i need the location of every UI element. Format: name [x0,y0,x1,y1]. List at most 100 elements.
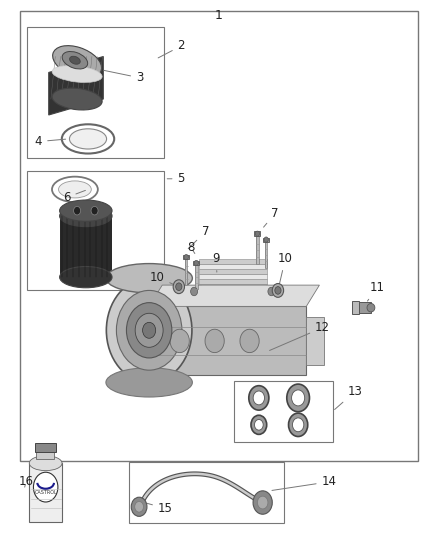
Bar [199,259,267,263]
Ellipse shape [70,56,80,64]
Circle shape [253,491,272,514]
Bar [29,463,62,522]
Circle shape [131,497,147,516]
Circle shape [205,329,224,353]
Circle shape [33,472,58,502]
Bar [130,462,285,523]
Bar [185,259,187,285]
Bar [199,294,267,298]
Bar [359,302,371,313]
Circle shape [287,384,310,411]
Circle shape [135,502,144,512]
Bar [60,216,112,277]
Bar [199,289,267,294]
Ellipse shape [367,303,375,312]
Text: 9: 9 [212,252,220,272]
Circle shape [272,284,284,297]
Text: 2: 2 [158,39,185,58]
Ellipse shape [60,266,112,288]
Bar [265,241,267,268]
Text: 10: 10 [149,271,176,286]
Text: 3: 3 [104,70,143,84]
Bar [266,285,277,298]
Text: 11: 11 [367,281,385,301]
Bar [185,259,187,285]
Text: CASTROL: CASTROL [34,490,57,495]
Bar [256,236,259,264]
Text: 7: 7 [264,207,279,227]
Bar [193,261,199,265]
Circle shape [293,418,304,432]
Circle shape [240,329,259,353]
Ellipse shape [52,176,98,202]
Bar [195,265,198,289]
Text: 5: 5 [167,172,185,185]
Circle shape [176,283,182,290]
Text: 4: 4 [35,135,66,148]
Circle shape [194,261,198,265]
Bar [199,273,267,279]
Circle shape [74,206,81,215]
Text: 1: 1 [215,9,223,22]
Circle shape [249,386,269,410]
Bar [199,269,267,273]
Text: 6: 6 [63,190,85,204]
Circle shape [289,413,308,437]
Text: 15: 15 [143,502,173,515]
Polygon shape [149,285,319,306]
Bar [199,279,267,284]
Ellipse shape [60,200,112,221]
Ellipse shape [52,88,102,110]
Bar [35,443,56,451]
Ellipse shape [59,181,91,198]
Bar [195,265,198,289]
Text: 7: 7 [188,225,209,248]
Circle shape [170,329,189,353]
Bar [36,449,54,459]
Bar [256,236,259,264]
Ellipse shape [60,205,112,227]
Circle shape [275,287,281,294]
Polygon shape [49,56,103,115]
Bar [254,231,261,236]
Bar [188,285,201,298]
Text: 16: 16 [18,475,33,488]
Bar [265,241,267,268]
Bar [199,298,267,304]
Circle shape [173,280,184,294]
Circle shape [264,237,268,242]
Circle shape [91,206,98,215]
Text: 10: 10 [278,252,293,288]
Ellipse shape [106,264,192,293]
Circle shape [253,391,265,405]
Circle shape [191,287,198,296]
Text: 14: 14 [272,475,337,490]
Circle shape [143,322,155,338]
Circle shape [106,278,192,382]
Bar [199,284,267,289]
Ellipse shape [106,368,192,397]
Bar [352,301,359,314]
Circle shape [135,313,163,348]
Bar [306,317,324,365]
Ellipse shape [53,46,102,78]
Ellipse shape [29,456,62,471]
Bar [149,306,306,375]
Circle shape [254,419,263,430]
Ellipse shape [52,66,102,83]
Text: 13: 13 [335,385,363,409]
Text: 12: 12 [269,321,330,351]
Bar [234,381,332,442]
Circle shape [258,496,268,509]
Circle shape [127,303,172,358]
Circle shape [292,390,305,406]
Ellipse shape [70,129,106,149]
Circle shape [117,290,182,370]
Ellipse shape [62,124,114,154]
Circle shape [184,255,188,260]
Ellipse shape [62,52,88,69]
Circle shape [268,287,275,296]
Bar [27,27,164,158]
Bar [199,263,267,269]
Bar [263,238,269,241]
